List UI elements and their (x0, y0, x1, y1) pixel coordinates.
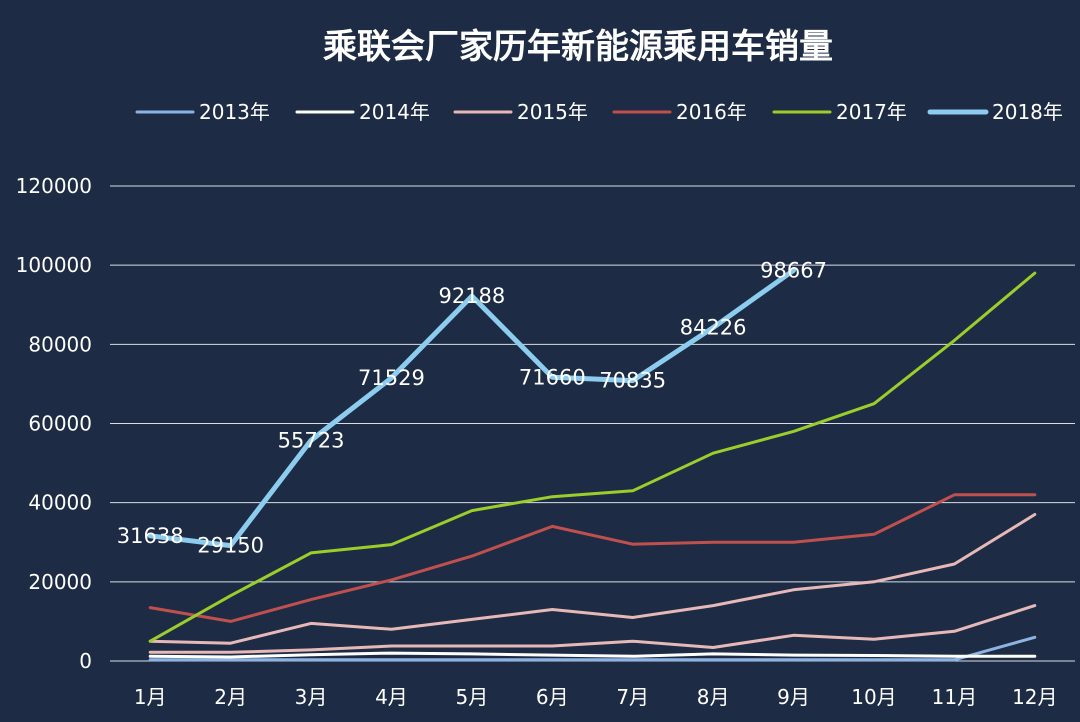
data-label: 98667 (760, 258, 827, 282)
x-tick-label: 8月 (697, 685, 730, 709)
data-label: 55723 (278, 428, 345, 452)
x-tick-label: 11月 (932, 685, 977, 709)
data-label: 29150 (197, 534, 264, 558)
series-line-2 (148, 651, 1037, 659)
y-axis: 0 20000 40000 60000 80000 100000 120000 (16, 174, 92, 673)
legend-label: 2017年 (836, 100, 907, 124)
data-label: 71660 (519, 365, 586, 389)
y-tick-label: 20000 (28, 570, 92, 594)
x-tick-label: 6月 (536, 685, 569, 709)
x-tick-label: 1月 (134, 685, 167, 709)
legend-label: 2018年 (992, 100, 1063, 124)
legend-label: 2015年 (517, 100, 588, 124)
legend-label: 2016年 (676, 100, 747, 124)
legend-label: 2014年 (359, 100, 430, 124)
y-tick-label: 80000 (28, 332, 92, 356)
x-tick-label: 7月 (616, 685, 649, 709)
series-line-2015-upper (148, 513, 1037, 645)
series-line-1 (148, 635, 1037, 662)
legend: 2013年 2014年 2015年 2016年 2017年 2018年 (135, 100, 1063, 124)
data-label: 71529 (358, 366, 425, 390)
x-tick-label: 5月 (456, 685, 489, 709)
data-label: 92188 (438, 284, 505, 308)
chart-title: 乘联会厂家历年新能源乘用车销量 (323, 27, 833, 67)
data-label: 70835 (599, 369, 666, 393)
x-axis: 1月 2月 3月 4月 5月 6月 7月 8月 9月 10月 11月 12月 (134, 685, 1058, 709)
series-lines (147, 267, 1037, 662)
x-tick-label: 9月 (777, 685, 810, 709)
y-tick-label: 0 (79, 649, 92, 673)
series-line-4 (148, 493, 1037, 623)
y-tick-label: 100000 (16, 253, 92, 277)
data-label: 31638 (117, 524, 184, 548)
x-tick-label: 12月 (1012, 685, 1057, 709)
series-line-3 (148, 604, 1037, 654)
x-tick-label: 4月 (375, 685, 408, 709)
x-tick-label: 10月 (851, 685, 896, 709)
y-tick-label: 60000 (28, 412, 92, 436)
series-line-5 (148, 271, 1037, 643)
x-tick-label: 2月 (214, 685, 247, 709)
data-labels: 31638 29150 55723 71529 92188 71660 70835 84226… (117, 258, 827, 557)
series-line-6 (147, 267, 796, 549)
gridlines (110, 185, 1075, 662)
y-tick-label: 120000 (16, 174, 92, 198)
legend-label: 2013年 (199, 100, 270, 124)
x-tick-label: 3月 (295, 685, 328, 709)
data-label: 84226 (680, 316, 747, 340)
y-tick-label: 40000 (28, 491, 92, 515)
